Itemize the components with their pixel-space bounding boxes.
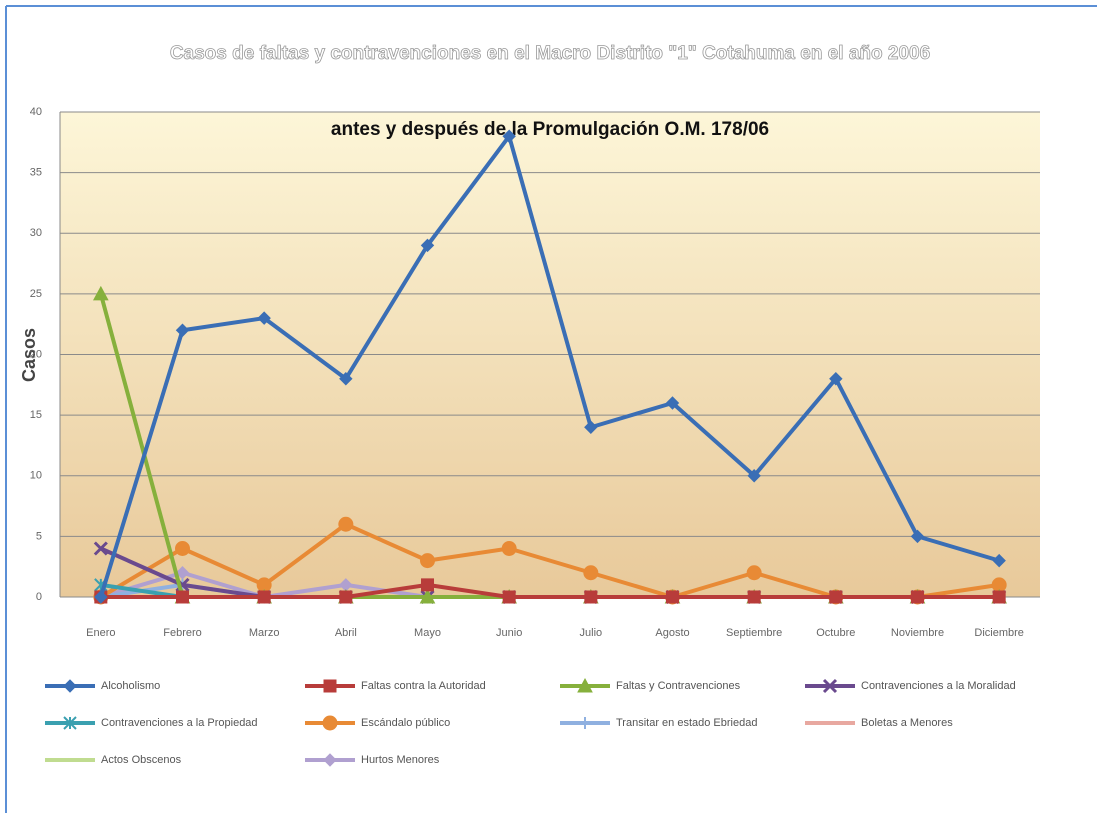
marker [323,753,337,767]
marker [94,590,108,604]
legend-label: Actos Obscenos [101,754,182,766]
marker [910,529,925,544]
marker [665,396,680,410]
legend-label: Alcoholismo [101,680,160,692]
y-tick-label: 5 [36,530,42,542]
series-line [100,582,1000,599]
legend-label: Contravenciones a la Propiedad [101,717,258,729]
marker [175,566,190,580]
y-tick-label: 40 [30,106,42,118]
y-tick-label: 25 [30,288,42,300]
y-axis-label: Casos [19,328,39,382]
y-tick-label: 0 [36,591,42,603]
marker [93,541,108,556]
title-box: Casos de faltas y contravenciones en el … [169,43,931,65]
marker [257,311,271,325]
x-tick-label: Diciembre [974,627,1024,639]
x-tick-label: Octubre [816,627,855,639]
x-tick-label: Enero [86,627,115,639]
legend-label: Boletas a Menores [861,717,953,729]
legend-label: Faltas y Contravenciones [616,680,741,692]
marker [584,420,598,434]
marker [666,590,679,604]
marker [829,590,843,604]
marker [829,372,843,386]
legend-label: Escándalo público [361,717,450,729]
x-tick-label: Agosto [655,627,689,639]
marker [339,372,353,386]
chart-subtitle: antes y después de la Promulgación O.M. … [331,119,769,140]
chart-title: Casos de faltas y contravenciones en el … [169,43,931,65]
marker [338,516,354,532]
x-tick-label: Noviembre [891,627,944,639]
marker [175,541,190,556]
marker [579,717,591,729]
x-tick-label: Febrero [163,627,202,639]
marker [992,553,1006,568]
legend-label: Faltas contra la Autoridad [361,680,486,692]
y-tick-label: 20 [30,348,42,360]
marker [747,469,761,483]
x-tick-label: Mayo [414,627,441,639]
marker [421,578,434,592]
marker [502,129,516,143]
y-tick-label: 10 [30,470,42,482]
marker [822,678,838,694]
x-tick-label: Abril [335,627,357,639]
marker [339,590,353,604]
marker [584,590,598,604]
x-tick-label: Marzo [249,627,280,639]
marker [747,590,761,604]
legend-label: Hurtos Menores [361,754,440,766]
marker [323,679,337,693]
marker [420,553,435,569]
y-tick-label: 30 [30,227,42,239]
marker [175,323,190,337]
marker [583,565,599,581]
marker [992,590,1006,604]
legend-label: Transitar en estado Ebriedad [616,717,757,729]
y-tick-label: 35 [30,167,42,179]
marker [322,715,338,731]
x-tick-label: Septiembre [726,627,782,639]
marker [502,590,516,604]
marker [577,677,593,693]
marker [501,541,517,556]
marker [746,565,762,581]
marker [257,590,271,604]
x-tick-label: Junio [496,627,522,639]
y-tick-label: 15 [30,409,42,421]
marker [92,285,109,301]
marker [911,590,924,604]
marker [63,716,77,730]
marker [176,590,189,604]
marker [63,679,77,693]
legend-label: Contravenciones a la Moralidad [861,680,1016,692]
marker [420,238,435,253]
x-tick-label: Julio [580,627,603,639]
marker [419,588,436,604]
series-line [98,134,1000,598]
